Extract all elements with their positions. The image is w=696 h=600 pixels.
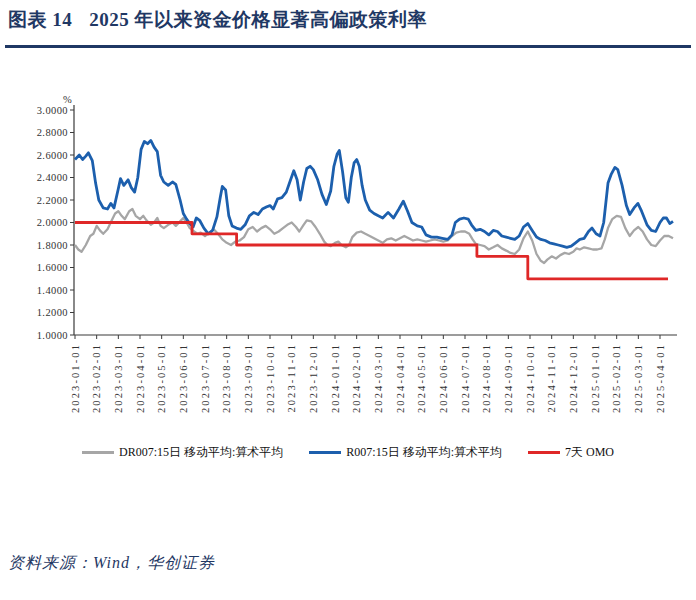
figure-number: 图表 14: [8, 9, 72, 30]
y-tick-label: 1.6000: [37, 262, 68, 273]
source-note: 资料来源：Wind，华创证券: [8, 553, 215, 574]
series-dr007-ma-line: [75, 209, 673, 263]
x-tick-label: 2025-03-01: [633, 343, 644, 413]
figure-title: 图表 14 2025 年以来资金价格显著高偏政策利率: [8, 7, 427, 33]
y-tick-label: 2.0000: [37, 217, 68, 228]
figure-title-text: 2025 年以来资金价格显著高偏政策利率: [89, 9, 427, 30]
y-tick-label: 1.4000: [37, 285, 68, 296]
legend-label-omo-7d-line: 7天 OMO: [565, 444, 614, 461]
series-omo-7d-line: [75, 223, 668, 279]
x-tick-label: 2023-08-01: [221, 343, 232, 413]
x-tick-label: 2024-11-01: [546, 343, 557, 413]
legend-item-dr007-ma-line: DR007:15日 移动平均:算术平均: [82, 444, 283, 461]
x-tick-label: 2024-05-01: [416, 343, 427, 413]
x-tick-label: 2023-07-01: [200, 343, 211, 413]
y-tick-label: 2.2000: [37, 195, 68, 206]
x-tick-label: 2024-09-01: [503, 343, 514, 413]
legend-swatch-dr007-ma-line: [82, 451, 114, 454]
x-tick-label: 2025-01-01: [590, 343, 601, 413]
legend-swatch-omo-7d-line: [528, 451, 560, 454]
y-tick-label: 1.0000: [37, 330, 68, 341]
x-tick-label: 2024-01-01: [330, 343, 341, 413]
x-tick-label: 2023-10-01: [265, 343, 276, 413]
legend-item-r007-ma-line: R007:15日 移动平均:算术平均: [309, 444, 502, 461]
report-figure: 图表 14 2025 年以来资金价格显著高偏政策利率 %3.0000 2.8000 2…: [0, 0, 696, 600]
legend-label-dr007-ma-line: DR007:15日 移动平均:算术平均: [119, 444, 283, 461]
x-tick-label: 2024-07-01: [460, 343, 471, 413]
y-tick-label: 2.4000: [37, 172, 68, 183]
y-tick-label: 2.6000: [37, 150, 68, 161]
legend-label-r007-ma-line: R007:15日 移动平均:算术平均: [346, 444, 502, 461]
x-tick-label: 2023-11-01: [286, 343, 297, 413]
x-tick-label: 2023-09-01: [243, 343, 254, 413]
x-tick-label: 2025-04-01: [655, 343, 666, 413]
chart-legend: DR007:15日 移动平均:算术平均 R007:15日 移动平均:算术平均 7天 …: [0, 444, 696, 461]
y-tick-label: 2.8000: [37, 127, 68, 138]
y-tick-label: 3.0000: [37, 105, 68, 116]
series-r007-ma-line: [75, 140, 673, 247]
x-tick-label: 2024-12-01: [568, 343, 579, 413]
x-tick-label: 2025-02-01: [611, 343, 622, 413]
x-tick-label: 2023-05-01: [156, 343, 167, 413]
y-tick-label: 1.8000: [37, 240, 68, 251]
y-tick-label: 1.2000: [37, 307, 68, 318]
x-tick-label: 2024-02-01: [351, 343, 362, 413]
x-tick-label: 2024-08-01: [481, 343, 492, 413]
x-tick-label: 2023-04-01: [135, 343, 146, 413]
x-tick-label: 2023-12-01: [308, 343, 319, 413]
x-tick-label: 2023-02-01: [91, 343, 102, 413]
x-tick-label: 2024-10-01: [525, 343, 536, 413]
x-tick-label: 2024-03-01: [373, 343, 384, 413]
x-tick-label: 2023-03-01: [113, 343, 124, 413]
legend-swatch-r007-ma-line: [309, 451, 341, 454]
title-rule: [5, 45, 691, 48]
line-chart: %3.0000 2.8000 2.6000 2.4000 2.2000 2.0000 1.8…: [0, 90, 696, 440]
x-tick-label: 2023-06-01: [178, 343, 189, 413]
y-axis-unit-label: %: [63, 94, 72, 105]
x-tick-label: 2024-04-01: [395, 343, 406, 413]
legend-item-omo-7d-line: 7天 OMO: [528, 444, 614, 461]
x-tick-label: 2023-01-01: [70, 343, 81, 413]
x-tick-label: 2024-06-01: [438, 343, 449, 413]
